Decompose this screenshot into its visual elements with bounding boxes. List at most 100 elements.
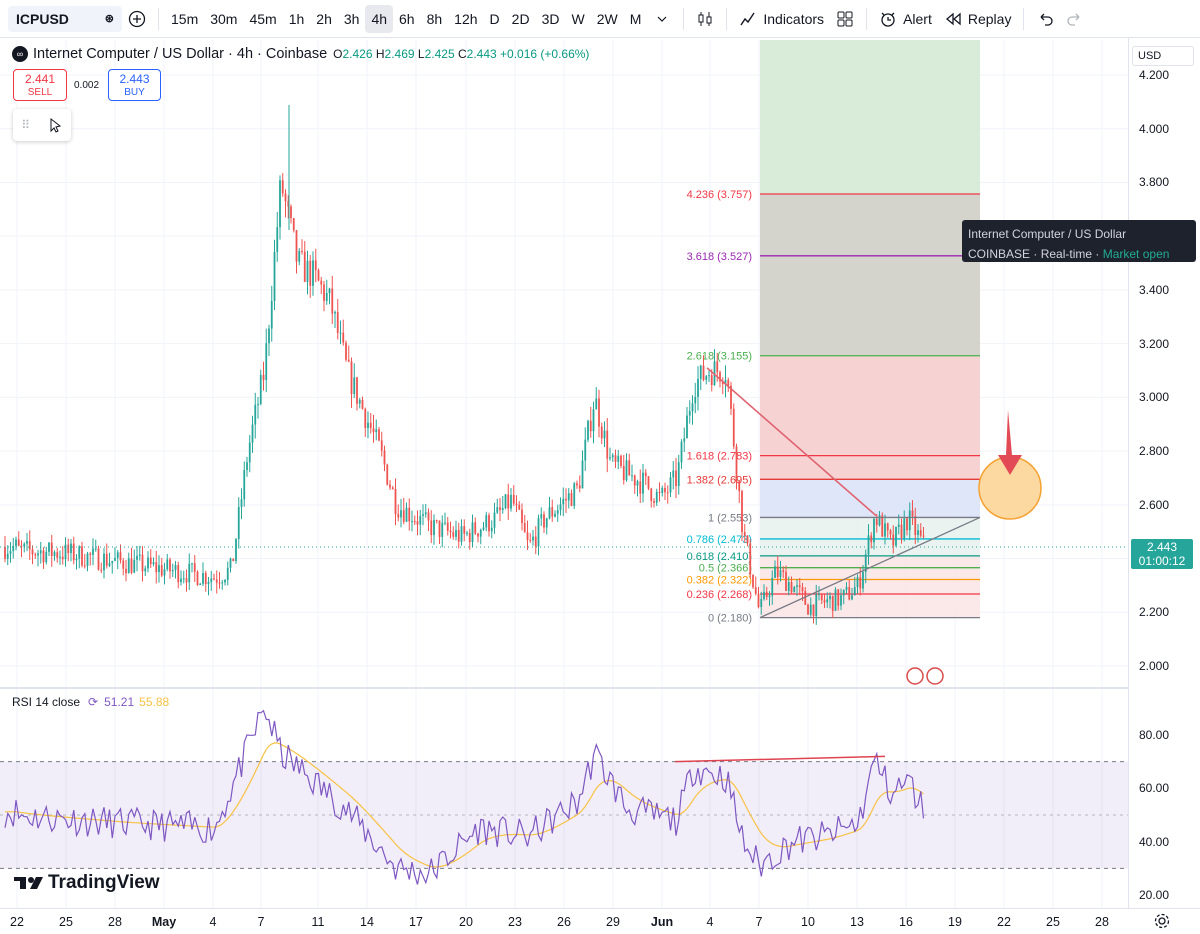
candle-body — [17, 539, 20, 546]
candle-body — [12, 545, 15, 552]
candle-body — [532, 536, 534, 541]
time-label: 13 — [850, 915, 864, 929]
fib-label: 0.786 (2.473) — [687, 534, 752, 546]
candle-body — [501, 507, 504, 511]
drag-handle-icon[interactable]: ⠿ — [21, 118, 31, 132]
price-label: 2.800 — [1139, 444, 1170, 459]
candle-body — [804, 591, 807, 605]
candle-body — [771, 577, 774, 596]
candle-body — [859, 577, 862, 589]
time-label: 4 — [209, 915, 217, 929]
candle-body — [23, 543, 26, 547]
interval-2W[interactable]: 2W — [596, 10, 618, 27]
candle-body — [180, 578, 182, 583]
candle-body — [897, 524, 900, 527]
undo-button[interactable] — [1030, 5, 1060, 33]
candle-body — [507, 494, 510, 509]
candle-body — [455, 530, 457, 537]
time-scale[interactable]: 22 25 28 May 4 7 11 14 17 20 23 26 29 Jun 4 7 10 13 16 19 22… — [0, 908, 1200, 934]
candle-body — [408, 507, 411, 522]
refresh-icon[interactable]: ⟳ — [88, 695, 99, 709]
fib-label: 0.382 (2.322) — [687, 574, 752, 586]
time-label: 10 — [801, 915, 815, 929]
interval-6h[interactable]: 6h — [399, 10, 415, 27]
fib-label: 0.5 (2.366) — [699, 563, 752, 575]
replay-button[interactable]: Replay — [938, 5, 1018, 33]
trend-line — [706, 367, 877, 517]
candle-body — [554, 513, 556, 517]
candle-body — [754, 587, 757, 594]
candle-body — [683, 438, 686, 442]
price-label: 4.000 — [1139, 121, 1170, 136]
candle-body — [452, 532, 455, 537]
candle-body — [727, 379, 730, 386]
candle-body — [83, 565, 86, 567]
candle-body — [477, 533, 479, 537]
interval-15m[interactable]: 15m — [171, 10, 199, 27]
candle-body — [276, 227, 279, 252]
interval-8h[interactable]: 8h — [426, 10, 443, 27]
compare-icon[interactable]: ⊛ — [104, 13, 114, 25]
candle-body — [130, 558, 133, 573]
candle-body — [144, 568, 147, 572]
candle-body — [820, 594, 823, 601]
chart-type-button[interactable] — [690, 5, 720, 33]
candle-body — [636, 481, 639, 486]
symbol-search[interactable]: ICPUSD ⊛ — [8, 5, 122, 32]
interval-3h[interactable]: 3h — [343, 10, 360, 27]
currency-select[interactable]: USD — [1132, 46, 1194, 66]
interval-3D[interactable]: 3D — [541, 10, 560, 27]
candle-body — [548, 507, 551, 519]
candle-body — [309, 260, 312, 286]
buy-button[interactable]: 2.443 BUY — [108, 69, 161, 101]
redo-button[interactable] — [1060, 5, 1090, 33]
interval-1h[interactable]: 1h — [288, 10, 305, 27]
candle-body — [119, 552, 122, 561]
candle-body — [545, 518, 548, 528]
candle-body — [325, 293, 328, 301]
price-label: 3.800 — [1139, 175, 1170, 190]
candle-body — [848, 587, 851, 600]
interval-45m[interactable]: 45m — [249, 10, 277, 27]
candle-body — [567, 493, 570, 501]
candle-body — [521, 509, 523, 524]
settings-gear-icon[interactable] — [1153, 912, 1171, 930]
candle-body — [911, 510, 914, 517]
candle-body — [598, 398, 600, 427]
candle-body — [298, 251, 301, 262]
candle-body — [906, 518, 908, 531]
time-label: 7 — [755, 915, 763, 929]
interval-W[interactable]: W — [571, 10, 585, 27]
candle-body — [369, 422, 372, 429]
price-scale[interactable]: 4.2004.0003.8003.6003.4003.2003.0002.800… — [1128, 38, 1200, 908]
candle-body — [188, 563, 191, 583]
interval-2h[interactable]: 2h — [316, 10, 332, 27]
fib-label: 0.618 (2.410) — [687, 551, 752, 563]
alert-button[interactable]: Alert — [873, 5, 938, 33]
add-symbol-button[interactable] — [122, 5, 152, 33]
candle-body — [466, 532, 468, 534]
candle-body — [675, 470, 677, 487]
candle-body — [730, 385, 732, 409]
fib-zone — [760, 479, 980, 518]
interval-dropdown[interactable] — [647, 5, 677, 33]
candle-body — [620, 455, 622, 466]
candle-body — [314, 260, 317, 271]
cursor-icon[interactable] — [47, 117, 63, 133]
interval-M[interactable]: M — [629, 10, 642, 27]
sell-button[interactable]: 2.441 SELL — [13, 69, 67, 101]
interval-D[interactable]: D — [489, 10, 500, 27]
candle-body — [719, 372, 721, 382]
interval-30m[interactable]: 30m — [210, 10, 238, 27]
candle-body — [661, 487, 664, 493]
candle-body — [672, 470, 675, 478]
candle-body — [204, 573, 207, 585]
interval-4h[interactable]: 4h — [365, 4, 394, 33]
candle-body — [125, 568, 127, 574]
interval-12h[interactable]: 12h — [454, 10, 478, 27]
interval-2D[interactable]: 2D — [511, 10, 530, 27]
layouts-button[interactable] — [830, 5, 860, 33]
indicators-button[interactable]: Indicators — [733, 5, 830, 33]
candle-body — [796, 585, 798, 588]
